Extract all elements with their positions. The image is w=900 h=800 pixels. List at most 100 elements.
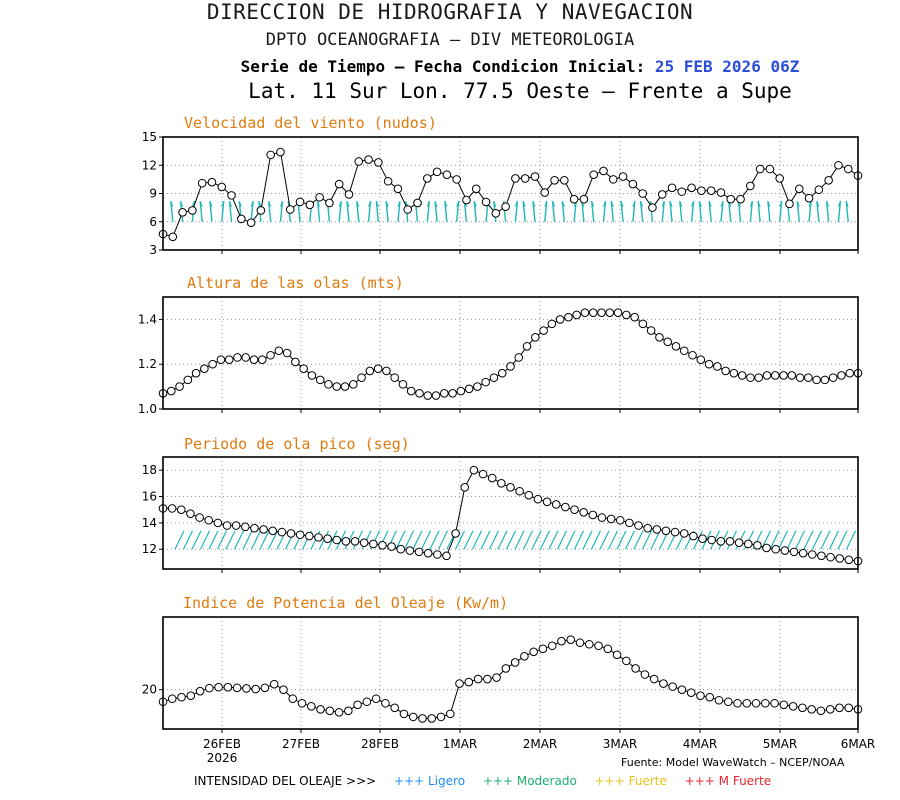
data-point: [387, 542, 396, 551]
data-point: [213, 518, 223, 528]
data-point: [775, 174, 784, 183]
wind-arrow: [444, 200, 448, 222]
data-point: [659, 679, 668, 688]
data-point: [374, 158, 383, 167]
swell-arrow: [811, 530, 823, 550]
data-point: [291, 357, 300, 367]
swell-arrow: [522, 530, 534, 550]
data-point: [359, 538, 369, 547]
wind-arrow-head: [229, 200, 232, 207]
data-point: [478, 469, 488, 479]
swell-arrow: [582, 530, 593, 550]
data-point: [511, 174, 520, 183]
data-point: [677, 187, 687, 196]
data-point: [734, 538, 744, 547]
data-point: [597, 308, 606, 317]
data-point: [696, 691, 705, 701]
data-point: [390, 373, 399, 382]
data-point: [268, 526, 278, 536]
wind-arrow: [602, 200, 607, 222]
wind-arrow-head: [434, 200, 438, 207]
data-point: [520, 652, 529, 661]
wind-arrow-head: [632, 200, 636, 207]
data-point: [753, 540, 762, 550]
data-point: [560, 176, 569, 185]
data-point: [688, 350, 697, 360]
data-point: [340, 382, 350, 391]
swell-arrow: [412, 530, 423, 550]
wind-arrow-head: [456, 200, 460, 207]
wind-arrow: [367, 200, 372, 222]
data-point: [208, 359, 217, 369]
data-point: [547, 641, 557, 651]
series-line: [162, 639, 859, 719]
x-tick-label: 1MAR: [443, 737, 478, 751]
data-point: [276, 147, 285, 157]
wind-arrow: [620, 200, 624, 222]
data-point: [464, 384, 474, 394]
wind-arrow-head: [679, 200, 683, 207]
wind-arrow: [825, 200, 830, 222]
wind-arrow: [708, 200, 712, 222]
data-point: [231, 521, 241, 530]
data-point: [612, 650, 622, 660]
data-point: [348, 380, 358, 389]
wind-arrow-head: [720, 200, 724, 207]
data-point: [176, 505, 186, 515]
data-point: [227, 191, 236, 200]
swell-arrow: [514, 530, 525, 550]
data-point: [804, 373, 813, 382]
data-point: [178, 208, 187, 217]
data-point: [188, 206, 197, 215]
swell-arrow: [505, 530, 517, 550]
data-point: [241, 353, 251, 362]
wind-arrow-head: [426, 200, 430, 207]
wind-arrow-head: [209, 200, 213, 207]
data-point: [332, 535, 342, 545]
data-point: [606, 514, 616, 524]
data-point: [788, 701, 798, 711]
plot-frame: [162, 296, 859, 410]
data-point: [354, 157, 364, 166]
data-point: [305, 531, 314, 541]
data-point: [344, 706, 353, 716]
data-point: [698, 534, 707, 543]
data-point: [406, 386, 416, 396]
data-point: [260, 683, 270, 693]
data-point: [393, 184, 403, 194]
swell-arrow: [650, 530, 661, 550]
data-point: [288, 694, 298, 704]
wind-arrow-head: [767, 200, 771, 207]
swell-arrow: [548, 530, 559, 550]
data-point: [826, 552, 835, 562]
data-point: [295, 530, 305, 540]
data-point: [295, 197, 305, 207]
data-point: [501, 202, 510, 211]
data-point: [625, 518, 634, 528]
swell-arrow: [531, 530, 542, 550]
x-tick-label: 4MAR: [683, 737, 718, 751]
data-point: [195, 513, 204, 522]
data-point: [533, 494, 543, 504]
data-point: [269, 679, 279, 689]
data-point: [557, 636, 566, 646]
data-point: [820, 375, 830, 385]
data-point: [378, 540, 387, 550]
data-point: [501, 664, 511, 673]
data-point: [622, 656, 631, 666]
wind-arrow-head: [610, 200, 614, 207]
legend-ligero: +++ Ligero: [394, 774, 466, 788]
data-point: [497, 479, 506, 488]
data-point: [314, 533, 323, 542]
data-point: [168, 232, 178, 242]
data-point: [362, 697, 372, 707]
data-point: [657, 190, 667, 199]
data-point: [770, 371, 780, 380]
data-point: [510, 658, 520, 667]
wind-arrow-head: [816, 200, 820, 207]
data-point: [795, 373, 805, 382]
data-point: [216, 355, 226, 365]
swell-arrow: [182, 530, 194, 550]
wind-arrow-head: [532, 200, 536, 207]
data-point: [638, 189, 647, 198]
